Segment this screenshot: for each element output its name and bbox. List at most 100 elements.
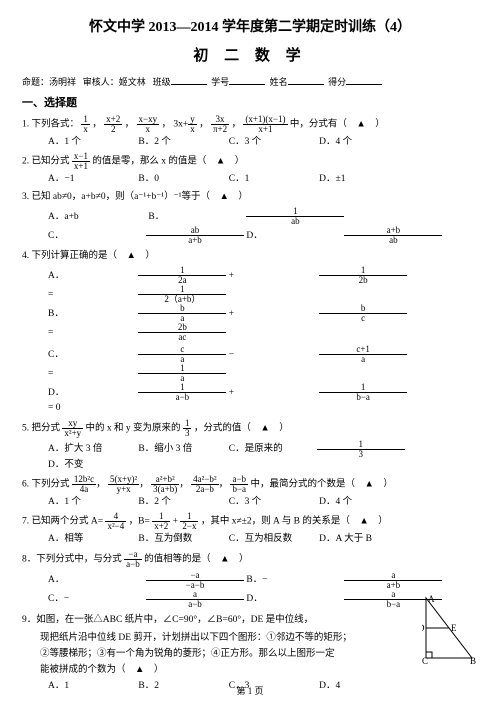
q1-f1d: x [81,125,90,134]
q7-sa: 7. 已知两个分式 A= [22,517,103,527]
q7-opt-a: A．相等 [48,533,136,546]
q8-sa: 8．下列分式中，与分式 [22,554,124,564]
q1-options: A．1 个 B．2 个 C．3 个 D．4 个 [22,136,478,149]
q1-opt-b: B．2 个 [138,136,226,149]
q6-opt-b: B．2 个 [138,496,226,509]
author-name: 汤明祥 [49,77,76,87]
question-1: 1. 下列各式： 1x ， x+22 ， x−xyx ， 3x+yx ， 3xπ… [22,115,478,134]
q6-opt-c: C．3 个 [229,496,317,509]
tri-label-e: E [451,623,457,633]
q2-opt-d: D．±1 [319,173,407,186]
q6-opt-d: D．4 个 [319,496,407,509]
q8-d-pre: D． [246,593,344,606]
q4-minus1: − [229,349,317,362]
q4-d-pre: D． [48,387,136,400]
q8-opt-d: D．ab−a [246,590,442,609]
q5-opt-d: D．不变 [48,459,136,472]
q7-fad: x²−4 [105,522,126,531]
q2-options: A．−1 B．0 C．1 D．±1 [22,173,478,186]
q1-f2d: 2 [104,125,122,134]
q7-sb: ，B= [129,517,150,527]
q4-d2d: b−a [319,393,407,402]
class-label: 班级 [153,77,171,87]
q4-a-pre: A． [48,270,136,283]
question-5: 5. 把分式 xyx²+y 中的 x 和 y 变为原来的 13 ，分式的值（ ▲… [22,419,478,438]
q6-f3d: 3(a+b) [151,485,179,494]
q6-f4d: 2a−b [191,485,218,494]
triangle-svg: A C B D E [422,594,476,664]
name-blank [288,75,324,85]
q6-f2d: y+x [108,485,139,494]
q7-options: A．相等 B．互为倒数 C．互为相反数 D．A 大于 B [22,533,478,546]
q1-f5d: π+2 [211,125,229,134]
q4-eq2: = [48,327,136,340]
q2-opt-a: A．−1 [48,173,136,186]
page-subtitle: 初 二 数 学 [22,46,478,67]
q5-opt-c: C．是原来的13 [229,440,405,459]
q4-d-end: = 0 [48,402,136,415]
q4-plus2: + [229,308,317,321]
q2-fd: x+1 [72,162,90,171]
reviewer-label: 审核人： [83,77,119,87]
q1-s4a: 3x+ [173,119,188,129]
tri-label-d: D [422,623,425,633]
q8-opt-c: C．− aa−b [48,590,244,609]
q4-options-row2: C． ca − c+1a = 1a D． 1a−b + 1b−a = 0 [22,345,478,415]
q4-b-pre: B． [48,308,136,321]
q5-sc: ，分式的值（ ▲ ） [194,423,289,433]
question-4: 4. 下列计算正确的是（ ▲ ） [22,248,478,264]
q4-a2d: 2b [319,276,407,285]
q3-b-d: ab [246,217,344,226]
q7-opt-c: C．互为相反数 [229,533,317,546]
q4-eq1: = [48,289,136,302]
q5-td: 3 [183,429,192,438]
q8-options: A．−a−a−b B．− aa+b C．− aa−b D．ab−a [22,571,478,609]
q5-c-pre: C．是原来的 [229,443,317,456]
tri-label-b: B [470,656,476,664]
q2-stem-b: 的值是零，那么 x 的值是（ ▲ ） [92,157,244,167]
q8-opt-b: B．− aa+b [246,571,442,590]
q8-c-pre: C．− [48,593,146,606]
q8-opt-a: A．−a−a−b [48,571,244,590]
q6-f1d: 4a [72,485,96,494]
q1-stem-b: 中，分式有（ ▲ ） [290,119,385,129]
q5-options: A．扩大 3 倍 B．缩小 3 倍 C．是原来的13 D．不变 [22,440,478,472]
q4-b2d: c [319,314,407,323]
q6-f5d: b−a [230,485,248,494]
page-footer: 第 1 页 [0,685,500,698]
q7-plus: + [173,517,181,527]
q6-sb: 中，最简分式的个数是（ ▲ ） [250,480,392,490]
q3-b-pre: B． [148,211,246,224]
question-6: 6. 下列分式 12b²c4a， 5(x+y)²y+x， a²+b²3(a+b)… [22,475,478,494]
q7-fb2d: 2−x [180,522,198,531]
q6-sa: 6. 下列分式 [22,480,72,490]
tri-label-a: A [428,594,435,604]
q4-c2d: a [319,355,407,364]
q7-opt-d: D．A 大于 B [319,533,407,546]
q3-d-pre: D． [246,230,344,243]
q3-opt-a: A．a+b [48,211,146,224]
question-9-line3: ②等腰梯形；③有一个角为锐角的菱形；④正方形。那么以上图形一定 [22,646,478,662]
q4-b3d: ac [138,333,226,342]
q4-opt-c: C． ca − c+1a = 1a [48,345,478,383]
tri-label-c: C [422,656,428,664]
author-label: 命题： [22,77,49,87]
page-title: 怀文中学 2013—2014 学年度第二学期定时训练（4） [22,18,478,38]
q1-opt-d: D．4 个 [319,136,407,149]
q3-c-d: a+b [146,236,244,245]
id-label: 学号 [211,77,229,87]
score-label: 得分 [328,77,346,87]
meta-line: 命题：汤明祥 审核人：姬文林 班级 学号 姓名 得分 [22,75,478,89]
q3-c-pre: C． [48,230,146,243]
question-3: 3. 已知 ab≠0，a+b≠0，则（a⁻¹+b⁻¹）⁻¹等于（ ▲ ） [22,189,478,205]
question-7: 7. 已知两个分式 A= 4x²−4 ，B= 1x+2 + 12−x ，其中 x… [22,512,478,531]
question-8: 8．下列分式中，与分式 −aa−b 的值相等的是（ ▲ ） [22,550,478,569]
q5-opt-b: B．缩小 3 倍 [138,443,226,456]
q1-opt-a: A．1 个 [48,136,136,149]
q1-f3d: x [137,125,160,134]
q3-d-d: ab [344,236,442,245]
q5-fd: x²+y [62,429,83,438]
q3-opt-c: C．aba+b [48,226,244,245]
id-blank [229,75,265,85]
q6-options: A．1 个 B．2 个 C．3 个 D．4 个 [22,496,478,509]
